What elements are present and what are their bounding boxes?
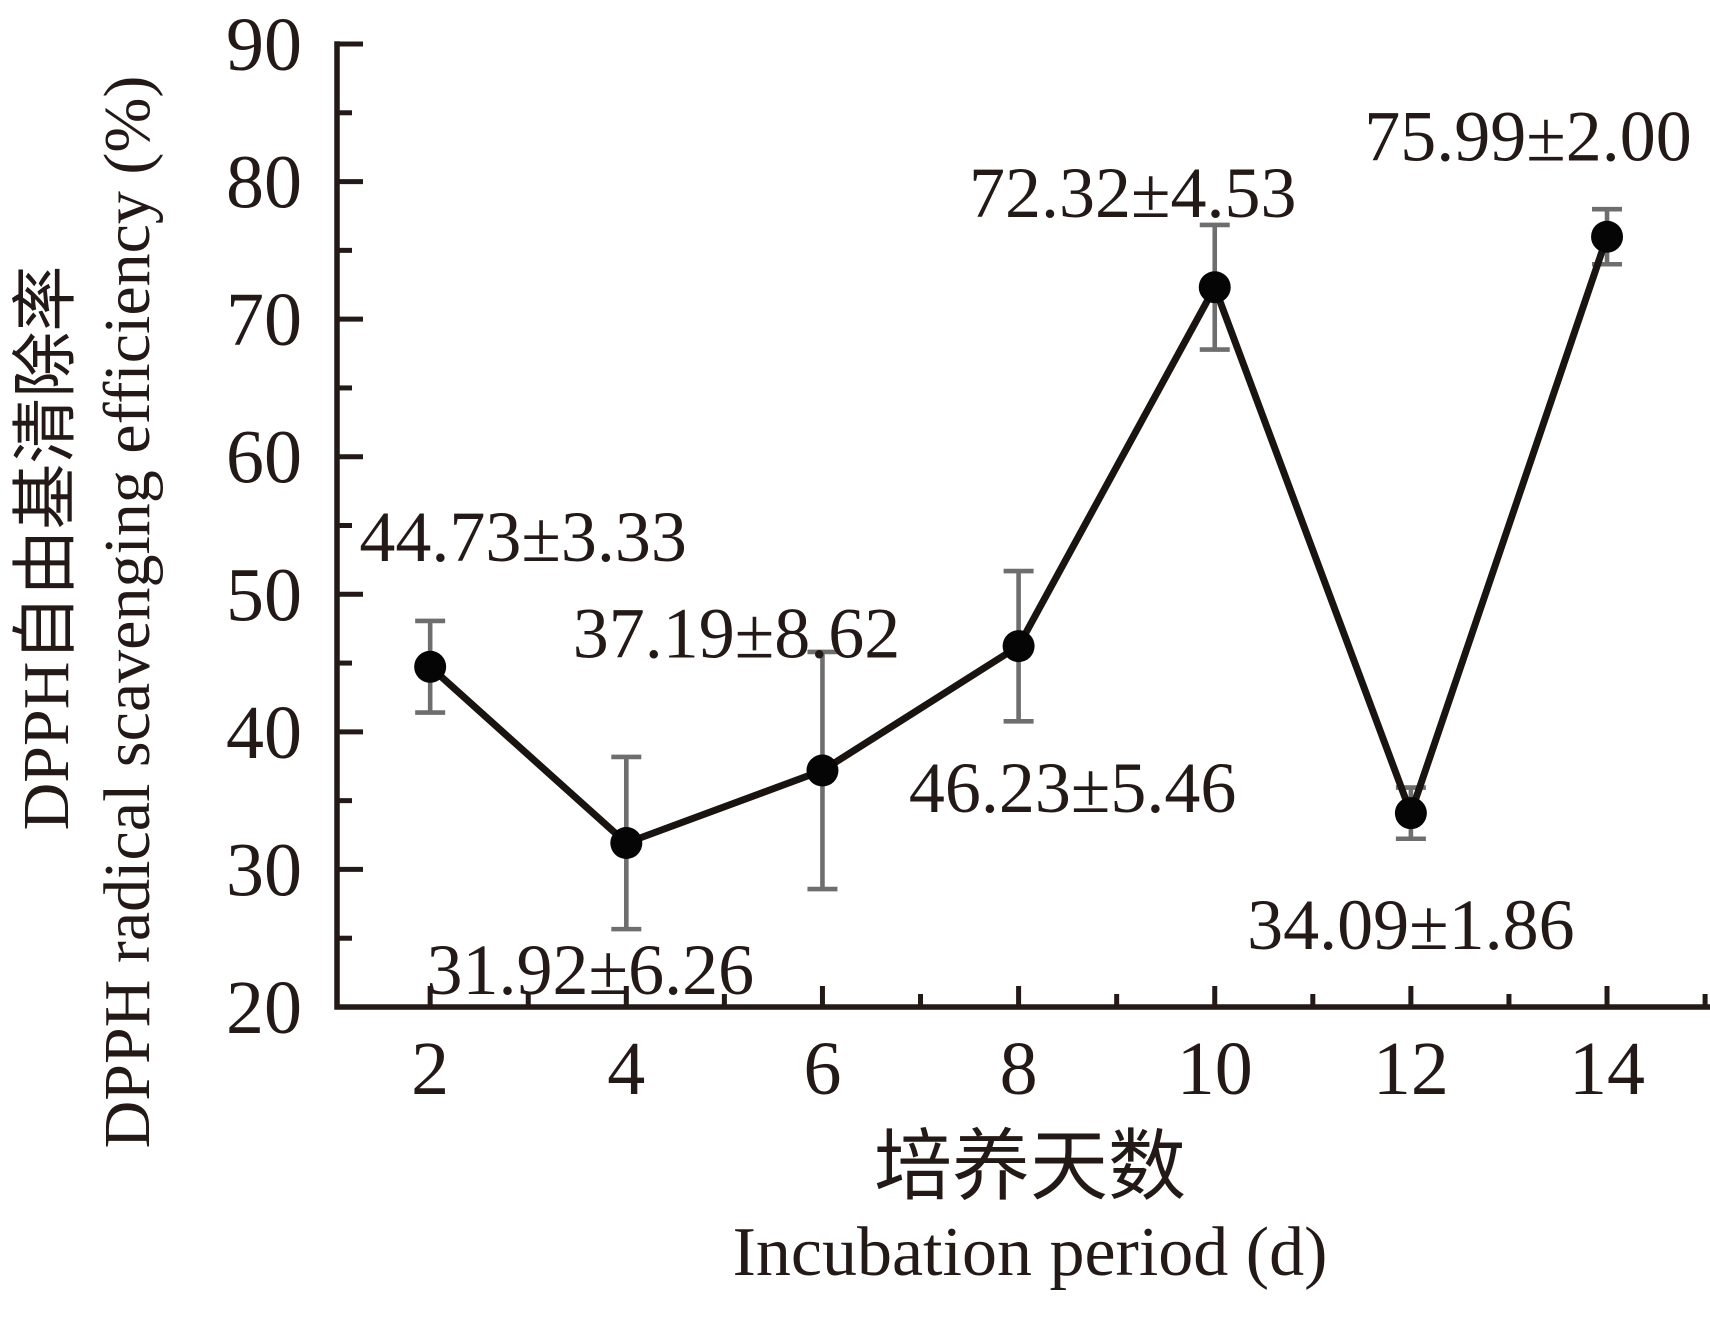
point-value-label: 75.99±2.00 (1364, 97, 1692, 177)
data-point-marker (1394, 797, 1427, 830)
x-tick-label: 14 (1569, 1027, 1645, 1111)
data-point-marker (610, 827, 643, 860)
x-axis-title-zh: 培养天数 (873, 1123, 1187, 1210)
y-axis-title-en: DPPH radical scavenging efficiency (%) (91, 75, 164, 1149)
point-value-label: 44.73±3.33 (359, 497, 687, 577)
x-tick-label: 6 (803, 1027, 841, 1111)
point-value-label: 46.23±5.46 (909, 748, 1237, 828)
y-tick-label: 80 (226, 141, 302, 225)
y-tick-label: 40 (226, 691, 302, 775)
x-axis-title-en: Incubation period (d) (732, 1214, 1328, 1291)
y-tick-label: 50 (226, 553, 302, 637)
data-point-marker (1002, 630, 1035, 663)
x-tick-label: 4 (607, 1027, 645, 1111)
y-tick-label: 20 (226, 966, 302, 1050)
y-tick-label: 30 (226, 828, 302, 912)
x-tick-label: 10 (1177, 1027, 1253, 1111)
point-value-label: 72.32±4.53 (969, 153, 1297, 233)
point-value-label: 37.19±8.62 (573, 594, 901, 674)
x-tick-label: 2 (411, 1027, 449, 1111)
x-tick-label: 8 (1000, 1027, 1038, 1111)
data-point-marker (1591, 220, 1624, 253)
y-axis-title-zh: DPPH自由基清除率 (10, 265, 83, 831)
data-point-marker (806, 754, 839, 787)
y-tick-label: 90 (226, 3, 302, 87)
y-tick-label: 70 (226, 278, 302, 362)
point-value-label: 31.92±6.26 (427, 930, 755, 1010)
point-value-label: 34.09±1.86 (1247, 885, 1575, 965)
y-tick-label: 60 (226, 416, 302, 500)
data-point-marker (1198, 271, 1231, 304)
data-point-marker (414, 650, 447, 683)
x-tick-label: 12 (1373, 1027, 1449, 1111)
